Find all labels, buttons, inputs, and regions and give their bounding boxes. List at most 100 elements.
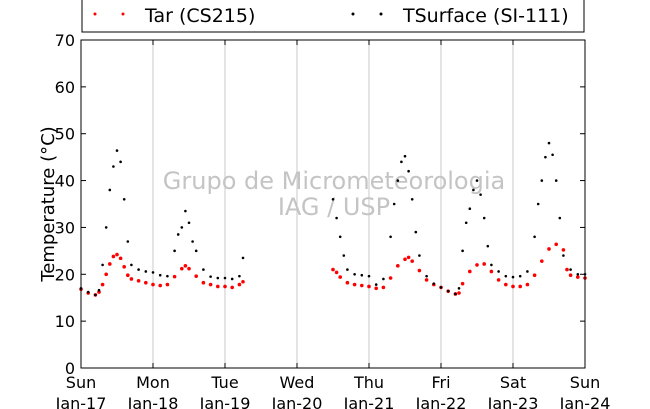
- x-tick-label-date: Jan-20: [271, 394, 323, 409]
- y-tick-label: 30: [55, 218, 75, 237]
- data-point: [100, 282, 105, 287]
- data-point: [554, 242, 558, 247]
- y-tick-label: 10: [55, 312, 75, 331]
- data-point: [172, 274, 177, 279]
- data-point: [381, 285, 386, 290]
- data-point: [126, 240, 130, 243]
- data-point: [479, 193, 482, 196]
- data-point: [136, 279, 141, 283]
- x-tick-label-date: Jan-19: [199, 394, 251, 409]
- data-point: [353, 272, 356, 276]
- data-point: [346, 268, 349, 271]
- data-point: [334, 270, 339, 275]
- data-point: [554, 179, 558, 182]
- data-point: [511, 275, 515, 279]
- data-point: [461, 249, 464, 253]
- data-point: [526, 270, 529, 273]
- data-points: [79, 141, 587, 297]
- data-point: [457, 291, 461, 295]
- legend-marker-tar-1: [93, 12, 97, 16]
- x-tick-label-day: Mon: [136, 373, 170, 392]
- data-point: [547, 247, 551, 251]
- data-point: [180, 226, 184, 229]
- data-point: [389, 235, 392, 239]
- data-point: [504, 282, 508, 287]
- data-point: [111, 254, 116, 259]
- data-point: [126, 273, 130, 278]
- data-point: [223, 276, 227, 280]
- data-point: [241, 256, 245, 260]
- data-point: [130, 263, 133, 267]
- data-point: [180, 266, 184, 271]
- data-point: [551, 153, 554, 157]
- legend-frame: [81, 0, 585, 33]
- data-point: [392, 202, 396, 206]
- data-point: [144, 280, 148, 285]
- data-point: [407, 169, 410, 173]
- data-point: [158, 283, 162, 288]
- y-axis-title: Temperature (°C): [38, 126, 59, 282]
- data-point: [194, 249, 198, 253]
- x-tick-label-date: Jan-22: [415, 394, 467, 409]
- data-point: [94, 293, 97, 297]
- data-point: [241, 279, 245, 284]
- data-point: [475, 263, 479, 267]
- x-tick-label-date: Jan-24: [559, 394, 611, 409]
- data-point: [208, 282, 213, 287]
- data-point: [457, 287, 461, 290]
- y-axis-ticks: 0 10 20 30 40 50 60 70: [55, 31, 585, 378]
- x-tick-label-date: Jan-18: [127, 394, 179, 409]
- data-point: [166, 274, 169, 278]
- data-point: [475, 179, 479, 182]
- data-point: [183, 264, 188, 268]
- data-point: [532, 273, 537, 278]
- data-point: [151, 271, 155, 274]
- x-tick-label-date: Jan-21: [343, 394, 395, 409]
- watermark-line-2: IAG / USP: [278, 193, 390, 221]
- legend-label-tar: Tar (CS215): [144, 5, 255, 27]
- data-point: [468, 269, 472, 274]
- data-point: [410, 259, 415, 263]
- data-point: [352, 282, 357, 287]
- x-tick-label-day: Fri: [431, 373, 450, 392]
- data-point: [400, 160, 403, 164]
- data-point: [576, 272, 580, 276]
- data-point: [97, 290, 101, 294]
- data-point: [396, 264, 400, 268]
- data-point: [472, 188, 475, 192]
- data-point: [360, 283, 364, 288]
- data-point: [237, 282, 242, 287]
- data-point: [374, 286, 379, 291]
- data-point: [230, 285, 234, 290]
- data-point: [504, 274, 508, 278]
- data-point: [86, 290, 90, 294]
- data-point: [382, 277, 385, 281]
- data-point: [388, 276, 393, 280]
- data-point: [223, 284, 227, 289]
- data-point: [345, 280, 350, 285]
- data-point: [331, 198, 335, 201]
- data-point: [338, 235, 342, 239]
- data-point: [137, 268, 140, 271]
- legend-marker-tsurface-1: [351, 12, 355, 16]
- data-point: [396, 179, 400, 182]
- x-tick-label-day: Sat: [500, 373, 526, 392]
- data-point: [561, 248, 566, 252]
- data-point: [432, 282, 436, 285]
- x-tick-label-date: Jan-17: [55, 394, 107, 409]
- x-tick-label-day: Sun: [570, 373, 600, 392]
- data-point: [118, 256, 123, 261]
- data-point: [568, 273, 573, 278]
- data-point: [403, 257, 407, 262]
- data-point: [490, 263, 493, 267]
- data-point: [151, 282, 155, 287]
- data-point: [230, 277, 234, 281]
- data-point: [540, 179, 544, 182]
- data-point: [216, 276, 220, 280]
- data-point: [460, 281, 465, 286]
- data-point: [525, 282, 530, 287]
- data-point: [367, 284, 371, 289]
- data-point: [562, 254, 565, 257]
